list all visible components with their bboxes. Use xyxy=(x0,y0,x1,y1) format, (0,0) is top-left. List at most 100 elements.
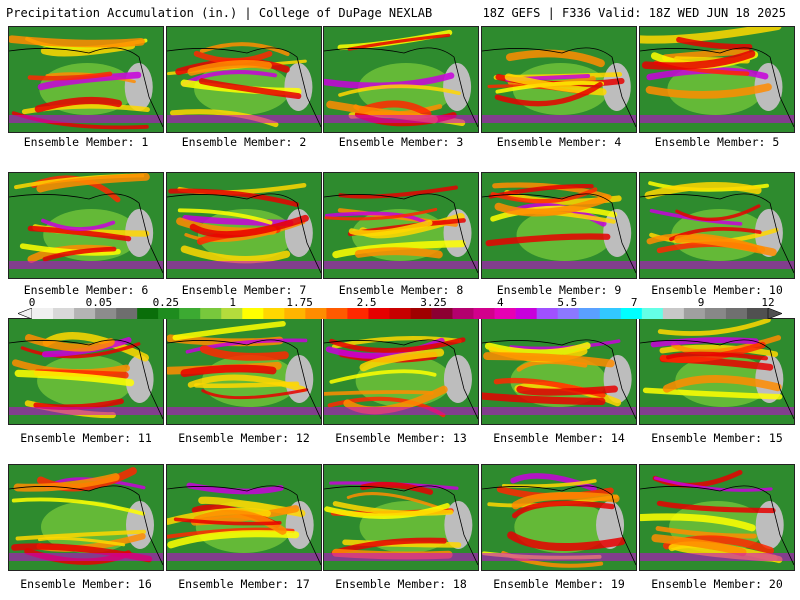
precip-map xyxy=(482,27,636,132)
colorbar-swatch xyxy=(326,308,348,319)
colorbar-tick-label: 4 xyxy=(497,296,504,309)
ensemble-member-label: Ensemble Member: 16 xyxy=(20,577,152,591)
ensemble-member-label: Ensemble Member: 14 xyxy=(493,431,625,445)
precip-map xyxy=(324,319,478,424)
colorbar-swatch xyxy=(662,308,685,319)
colorbar-tick-label: 0.05 xyxy=(85,296,113,309)
ensemble-member-label: Ensemble Member: 13 xyxy=(335,431,467,445)
precip-map xyxy=(167,173,321,278)
precip-map xyxy=(167,319,321,424)
ensemble-member-label: Ensemble Member: 6 xyxy=(23,283,149,297)
colorbar-swatch xyxy=(515,308,537,319)
precip-map xyxy=(167,465,321,570)
colorbar-tick-label: 9 xyxy=(697,296,705,309)
colorbar-swatch xyxy=(347,308,369,319)
ensemble-map-panel xyxy=(639,318,795,425)
colorbar-tick-label: 3.25 xyxy=(420,296,447,309)
colorbar-swatch xyxy=(53,308,75,319)
ensemble-map-panel xyxy=(323,172,479,279)
colorbar-swatch xyxy=(137,308,159,319)
colorbar-swatch xyxy=(704,308,727,319)
ensemble-map-panel xyxy=(8,464,164,571)
colorbar-tick-label: 2.5 xyxy=(356,296,377,309)
ensemble-map-panel xyxy=(166,26,322,133)
precip-map xyxy=(9,27,163,132)
colorbar-tick-label: 1.75 xyxy=(286,296,313,309)
colorbar-swatch xyxy=(473,308,495,319)
ensemble-map-panel xyxy=(8,26,164,133)
colorbar-swatch xyxy=(200,308,222,319)
colorbar-swatch xyxy=(368,308,390,319)
precip-colorbar xyxy=(18,308,782,319)
ensemble-member-label: Ensemble Member: 11 xyxy=(20,431,152,445)
ensemble-map-panel xyxy=(481,318,637,425)
ensemble-member-label: Ensemble Member: 3 xyxy=(338,135,464,149)
ensemble-map-panel xyxy=(323,464,479,571)
colorbar-swatch xyxy=(305,308,327,319)
colorbar-swatch xyxy=(263,308,285,319)
precip-map xyxy=(482,173,636,278)
colorbar-tick-label: 0.25 xyxy=(152,296,180,309)
colorbar-tick-label: 1 xyxy=(229,296,237,309)
colorbar-swatch xyxy=(683,308,706,319)
ensemble-map-panel xyxy=(481,172,637,279)
ensemble-map-panel xyxy=(639,464,795,571)
ensemble-member-label: Ensemble Member: 2 xyxy=(181,135,307,149)
colorbar-swatch xyxy=(578,308,601,319)
ensemble-member-label: Ensemble Member: 1 xyxy=(23,135,149,149)
colorbar-low-arrow xyxy=(18,308,33,319)
colorbar-swatch xyxy=(536,308,559,319)
colorbar-swatch xyxy=(32,308,54,319)
ensemble-map-panel xyxy=(8,318,164,425)
colorbar-swatch xyxy=(389,308,411,319)
precip-map xyxy=(9,465,163,570)
precip-map xyxy=(9,319,163,424)
precip-map xyxy=(167,27,321,132)
precip-map xyxy=(640,27,794,132)
page-title: Precipitation Accumulation (in.) | Colle… xyxy=(6,6,433,20)
ensemble-member-label: Ensemble Member: 10 xyxy=(651,283,783,297)
colorbar-swatch xyxy=(641,308,664,319)
ensemble-map-panel xyxy=(639,172,795,279)
ensemble-map-panel xyxy=(8,172,164,279)
colorbar-swatch xyxy=(452,308,474,319)
colorbar-swatch xyxy=(599,308,622,319)
colorbar-tick-label: 12 xyxy=(761,296,775,309)
precip-map xyxy=(640,173,794,278)
ensemble-member-label: Ensemble Member: 15 xyxy=(651,431,783,445)
precip-map xyxy=(9,173,163,278)
colorbar-swatch xyxy=(242,308,264,319)
ensemble-member-label: Ensemble Member: 9 xyxy=(496,283,622,297)
colorbar-tick-label: 7 xyxy=(630,296,638,309)
colorbar-high-arrow xyxy=(767,308,782,319)
precip-map xyxy=(324,465,478,570)
precip-map xyxy=(482,319,636,424)
ensemble-member-label: Ensemble Member: 17 xyxy=(178,577,310,591)
colorbar-swatch xyxy=(221,308,243,319)
colorbar-swatch xyxy=(158,308,180,319)
ensemble-map-panel xyxy=(481,464,637,571)
colorbar-swatch xyxy=(746,308,769,319)
ensemble-member-label: Ensemble Member: 4 xyxy=(496,135,622,149)
ensemble-member-label: Ensemble Member: 8 xyxy=(338,283,464,297)
ensemble-map-panel xyxy=(481,26,637,133)
run-info: 18Z GEFS | F336 Valid: 18Z WED JUN 18 20… xyxy=(482,6,786,20)
ensemble-map-panel xyxy=(166,172,322,279)
ensemble-map-panel xyxy=(639,26,795,133)
colorbar-swatch xyxy=(284,308,306,319)
colorbar-swatch xyxy=(179,308,201,319)
colorbar-swatch xyxy=(620,308,643,319)
ensemble-member-label: Ensemble Member: 18 xyxy=(335,577,467,591)
ensemble-member-label: Ensemble Member: 19 xyxy=(493,577,625,591)
precip-map xyxy=(640,465,794,570)
colorbar-swatch xyxy=(431,308,453,319)
colorbar-swatch xyxy=(557,308,580,319)
colorbar-swatch xyxy=(725,308,748,319)
colorbar-tick-label: 5.5 xyxy=(557,296,578,309)
ensemble-map-panel xyxy=(166,318,322,425)
colorbar-swatch xyxy=(410,308,432,319)
colorbar-swatch xyxy=(116,308,138,319)
ensemble-member-label: Ensemble Member: 20 xyxy=(651,577,783,591)
colorbar-tick-label: 0 xyxy=(28,296,36,309)
precip-map xyxy=(324,27,478,132)
